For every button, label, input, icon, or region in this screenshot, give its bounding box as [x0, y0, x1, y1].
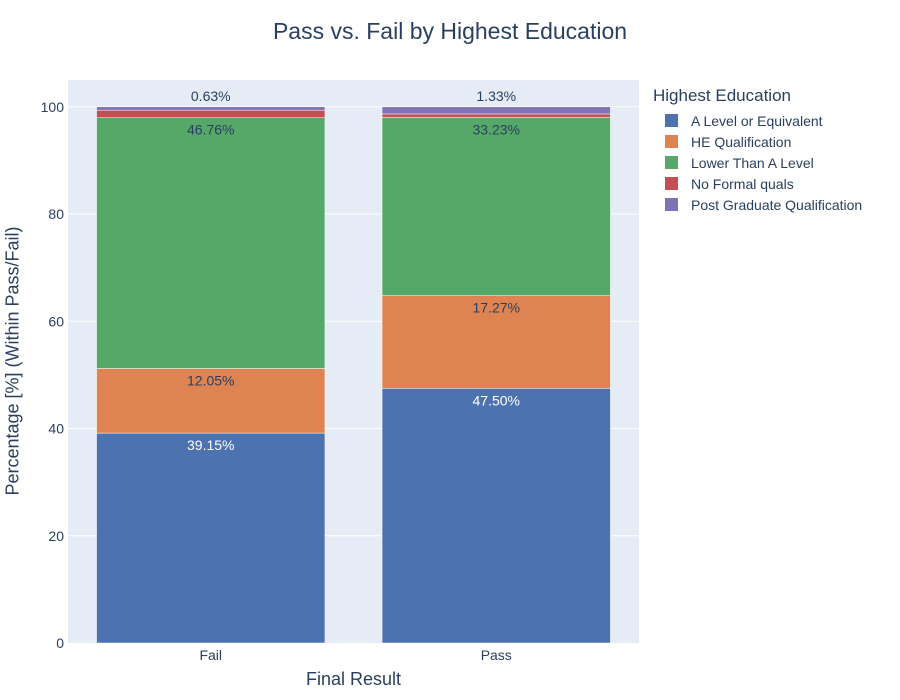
- bar-segment: [96, 432, 326, 644]
- legend-swatch: [665, 198, 678, 211]
- y-tick-label: 0: [56, 635, 64, 651]
- legend-label: Post Graduate Qualification: [691, 196, 863, 213]
- legend-item[interactable]: Post Graduate Qualification: [653, 194, 862, 215]
- bar-data-label: 12.05%: [187, 372, 234, 388]
- bar-segment: [96, 117, 326, 369]
- bar-data-label: 0.63%: [191, 88, 231, 104]
- legend-swatch: [665, 135, 678, 148]
- legend-label: HE Qualification: [691, 133, 792, 150]
- legend: Highest Education A Level or Equivalent H…: [653, 86, 862, 215]
- bar-data-label: 46.76%: [187, 122, 234, 138]
- legend-swatch: [665, 114, 678, 127]
- legend-item[interactable]: No Formal quals: [653, 173, 862, 194]
- y-tick-label: 60: [48, 313, 64, 329]
- y-tick-label: 40: [48, 421, 64, 437]
- y-tick-label: 100: [41, 99, 65, 115]
- bar-segment: [381, 113, 611, 118]
- bar-segment: [381, 106, 611, 115]
- bar-data-label: 1.33%: [476, 88, 516, 104]
- legend-label: No Formal quals: [691, 175, 794, 192]
- legend-title: Highest Education: [653, 86, 791, 105]
- bar-data-label: 17.27%: [473, 300, 520, 316]
- bar-data-label: 47.50%: [473, 392, 520, 408]
- y-axis-title: Percentage [%] (Within Pass/Fail): [2, 226, 23, 496]
- x-tick-label: Fail: [199, 647, 222, 663]
- chart-title: Pass vs. Fail by Highest Education: [272, 18, 628, 44]
- legend-item[interactable]: HE Qualification: [653, 131, 862, 152]
- bar-segment: [96, 106, 326, 111]
- legend-label: Lower Than A Level: [691, 154, 814, 171]
- legend-item[interactable]: Lower Than A Level: [653, 152, 862, 173]
- x-axis-title: Final Result: [305, 669, 402, 689]
- bar-segment: [96, 109, 326, 118]
- legend-swatch: [665, 156, 678, 169]
- y-tick-label: 20: [48, 528, 64, 544]
- legend-items: A Level or Equivalent HE Qualification Low…: [653, 110, 862, 215]
- bar-segment: [381, 388, 611, 644]
- legend-swatch: [665, 177, 678, 190]
- legend-label: A Level or Equivalent: [691, 112, 823, 129]
- x-tick-label: Pass: [481, 647, 512, 663]
- bar-segment: [96, 368, 326, 434]
- legend-item[interactable]: A Level or Equivalent: [653, 110, 862, 131]
- bar-segment: [381, 295, 611, 389]
- bar-data-label: 39.15%: [187, 437, 234, 453]
- bar-data-label: 33.23%: [473, 122, 520, 138]
- bar-segment: [381, 117, 611, 296]
- y-tick-label: 80: [48, 206, 64, 222]
